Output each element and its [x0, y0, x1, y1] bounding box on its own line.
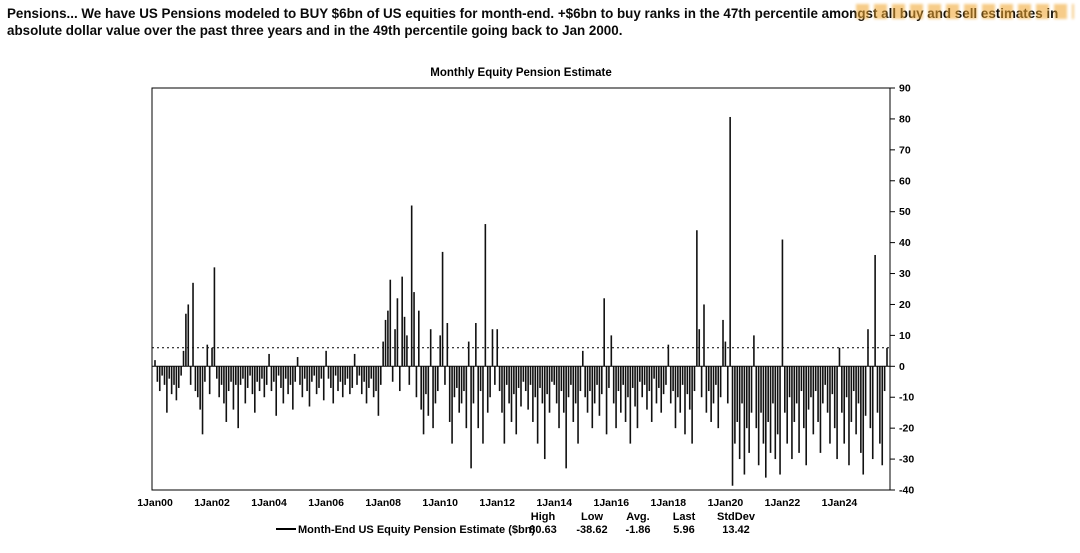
svg-text:1Jan16: 1Jan16: [593, 497, 629, 509]
legend-line-swatch: [276, 528, 296, 531]
svg-text:1Jan14: 1Jan14: [536, 497, 572, 509]
svg-text:-20: -20: [899, 423, 914, 435]
svg-text:-10: -10: [899, 392, 914, 404]
header-commentary: Pensions... We have US Pensions modeled …: [7, 6, 1059, 39]
svg-text:1Jan22: 1Jan22: [765, 497, 801, 509]
svg-text:50: 50: [899, 206, 911, 218]
svg-text:1Jan20: 1Jan20: [708, 497, 744, 509]
svg-text:-30: -30: [899, 454, 914, 466]
svg-text:1Jan10: 1Jan10: [422, 497, 458, 509]
svg-text:1Jan00: 1Jan00: [137, 497, 173, 509]
svg-text:70: 70: [899, 144, 911, 156]
svg-text:10: 10: [899, 330, 911, 342]
svg-text:20: 20: [899, 299, 911, 311]
svg-text:80: 80: [899, 113, 911, 125]
svg-text:-40: -40: [899, 485, 914, 497]
stat-value-low: -38.62: [576, 524, 608, 536]
svg-text:1Jan18: 1Jan18: [651, 497, 687, 509]
stat-value-last: 5.96: [673, 524, 695, 536]
svg-text:1Jan12: 1Jan12: [479, 497, 515, 509]
chart-legend: High Low Avg. Last StdDev Month-End US E…: [262, 511, 764, 536]
svg-text:0: 0: [899, 361, 905, 373]
stat-header-high: High: [530, 511, 556, 523]
stat-value-stddev: 13.42: [722, 524, 750, 536]
svg-text:1Jan24: 1Jan24: [822, 497, 858, 509]
svg-text:1Jan02: 1Jan02: [194, 497, 230, 509]
legend-series: Month-End US Equity Pension Estimate ($b…: [262, 524, 535, 536]
legend-spacer: [262, 511, 518, 523]
svg-text:30: 30: [899, 268, 911, 280]
stat-header-stddev: StdDev: [717, 511, 755, 523]
svg-text:1Jan04: 1Jan04: [251, 497, 287, 509]
svg-text:1Jan08: 1Jan08: [365, 497, 401, 509]
stat-header-low: Low: [581, 511, 603, 523]
stat-header-avg: Avg.: [626, 511, 650, 523]
chart-title: Monthly Equity Pension Estimate: [430, 67, 612, 79]
stat-value-high: 80.63: [529, 524, 557, 536]
svg-text:90: 90: [899, 83, 911, 95]
svg-text:40: 40: [899, 237, 911, 249]
svg-text:60: 60: [899, 175, 911, 187]
stat-value-avg: -1.86: [625, 524, 651, 536]
legend-series-label: Month-End US Equity Pension Estimate ($b…: [298, 524, 536, 536]
svg-text:1Jan06: 1Jan06: [308, 497, 344, 509]
stat-header-last: Last: [672, 511, 696, 523]
